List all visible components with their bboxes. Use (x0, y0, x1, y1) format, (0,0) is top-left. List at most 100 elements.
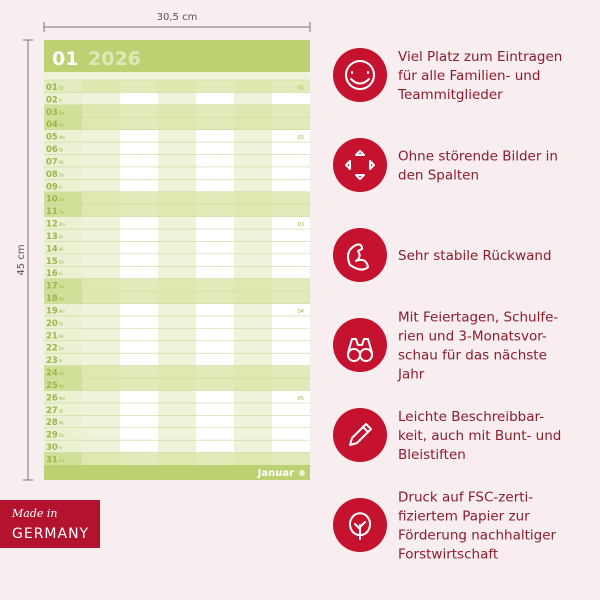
feature-text: rien und 3-Monatsvor- (398, 329, 547, 345)
weekday: So (59, 210, 65, 215)
day-number: 11 (46, 207, 58, 217)
feature-icon (345, 60, 375, 90)
week-number: 03 (298, 222, 304, 228)
calendar-header (44, 40, 310, 72)
weekday: Fr (59, 359, 63, 364)
day-label-cell (44, 340, 82, 354)
weekday: Mo (59, 222, 65, 227)
weekend-row (44, 204, 310, 217)
day-number: 15 (46, 257, 58, 267)
feature-text: Förderung nachhaltiger (398, 528, 557, 544)
day-number: 10 (46, 195, 58, 205)
feature-icon (349, 423, 372, 446)
day-number: 26 (46, 393, 58, 403)
day-label-cell (44, 291, 82, 304)
day-label-cell (44, 278, 82, 292)
day-number: 20 (46, 319, 58, 329)
feature-icon (349, 512, 371, 540)
weekday: Mo (59, 135, 65, 140)
day-label-cell (44, 303, 82, 316)
month-number: 01 (52, 48, 78, 70)
day-number: 28 (46, 418, 58, 428)
feature-icon-circle (333, 408, 387, 462)
feature-icon (345, 150, 375, 180)
day-label-cell (44, 166, 82, 180)
weekday: Sa (59, 284, 65, 289)
weekend-row (44, 191, 310, 205)
day-number: 25 (46, 381, 58, 391)
weekday: Fr (59, 272, 63, 277)
day-label-cell (44, 179, 82, 192)
weekday: Di (59, 408, 63, 413)
feature-text: Mit Feiertagen, Schulfe- (398, 310, 558, 326)
weekday: So (59, 297, 65, 302)
day-label-cell (44, 129, 82, 143)
day-number: 08 (46, 170, 58, 180)
month-name: Januar (257, 468, 294, 479)
day-number: 24 (46, 369, 58, 379)
day-number: 07 (46, 157, 58, 167)
width-label: 30,5 cm (157, 12, 198, 23)
feature-icon-circle (333, 48, 387, 102)
day-number: 13 (46, 232, 58, 242)
day-label-cell (44, 415, 82, 428)
day-label-cell (44, 440, 82, 453)
weekday: Mi (59, 247, 64, 252)
weekday: Sa (59, 110, 65, 115)
day-label-cell (44, 315, 82, 329)
day-number: 29 (46, 431, 58, 441)
feature-text: Ohne störende Bilder in (398, 149, 558, 165)
day-label-cell (44, 104, 82, 118)
feature-text: Jahr (397, 367, 425, 383)
weekday: So (59, 123, 65, 128)
feature-text: Leichte Beschreibbar- (398, 409, 544, 425)
weekday: Do (59, 85, 65, 90)
feature-text: den Spalten (398, 168, 479, 184)
day-label-cell (44, 253, 82, 267)
weekend-row (44, 365, 310, 379)
day-label-cell (44, 390, 82, 403)
feature-text: Forstwirtschaft (398, 547, 498, 563)
weekday: Fr (59, 446, 63, 451)
day-number: 30 (46, 443, 58, 453)
height-label: 45 cm (16, 244, 27, 275)
day-number: 06 (46, 145, 58, 155)
weekday: Sa (59, 458, 65, 463)
day-number: 19 (46, 306, 58, 316)
week-number: 04 (298, 309, 304, 315)
day-label-cell (44, 92, 82, 105)
weekday: Mo (59, 309, 65, 314)
day-label-cell (44, 80, 82, 93)
column-stripe (82, 72, 120, 465)
feature-text: Teammitglieder (397, 87, 503, 103)
day-number: 14 (46, 244, 58, 254)
column-stripe (158, 72, 196, 465)
day-label-cell (44, 154, 82, 167)
day-number: 23 (46, 356, 58, 366)
weekend-row (44, 291, 310, 304)
day-label-cell (44, 241, 82, 254)
day-number: 01 (46, 83, 58, 93)
feature-text: schau für das nächste (398, 348, 547, 364)
feature-text: keit, auch mit Bunt- und (398, 428, 561, 444)
weekend-row (44, 117, 310, 130)
day-number: 03 (46, 108, 58, 118)
feature-text: Sehr stabile Rückwand (398, 248, 552, 264)
day-number: 27 (46, 406, 58, 416)
day-label-cell (44, 353, 82, 366)
day-number: 17 (46, 282, 58, 292)
day-label-cell (44, 402, 82, 416)
weekday: Do (59, 259, 65, 264)
day-label-cell (44, 117, 82, 130)
day-number: 21 (46, 331, 58, 341)
weekday: Do (59, 172, 65, 177)
day-number: 09 (46, 182, 58, 192)
weekday: Mi (59, 160, 64, 165)
weekday: Di (59, 148, 63, 153)
feature-text: Druck auf FSC-zerti- (398, 490, 533, 506)
day-label-cell (44, 216, 82, 230)
day-label-cell (44, 427, 82, 441)
year: 2026 (88, 48, 141, 70)
week-number: 05 (298, 396, 304, 402)
